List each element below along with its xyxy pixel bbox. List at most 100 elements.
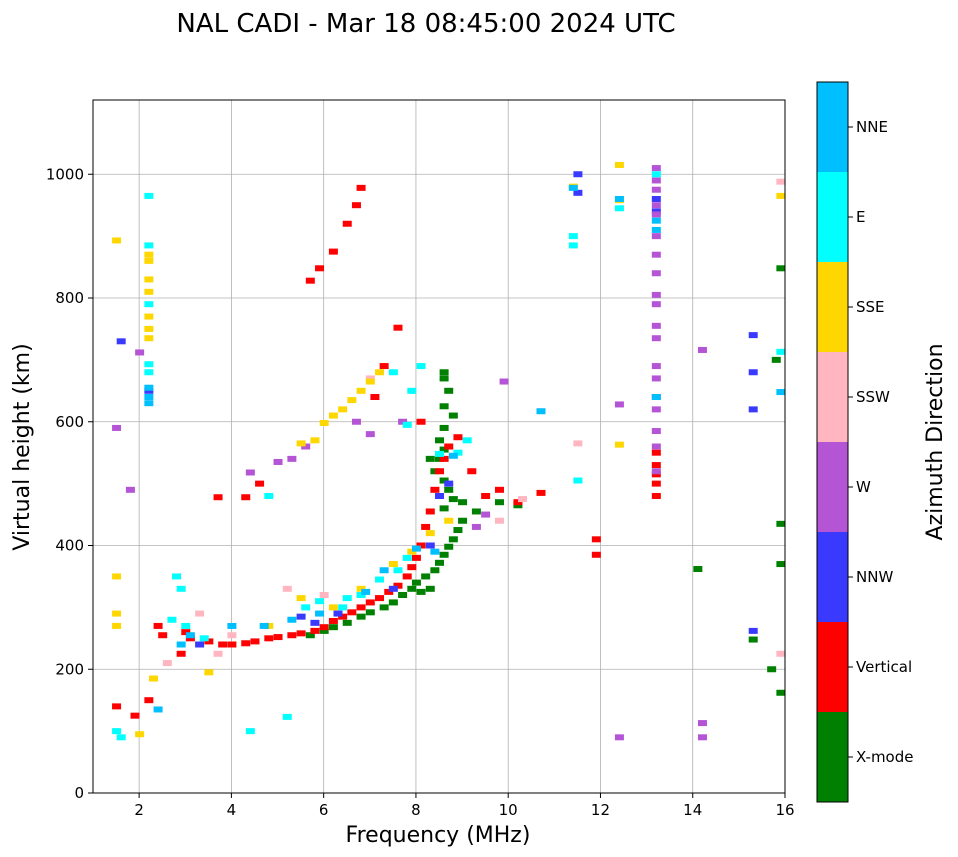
- data-point: [444, 480, 454, 487]
- data-point: [416, 588, 426, 595]
- data-point: [365, 375, 375, 382]
- data-point: [448, 496, 458, 503]
- data-point: [776, 265, 786, 272]
- data-point: [379, 604, 389, 611]
- data-point: [218, 641, 228, 648]
- data-point: [453, 434, 463, 441]
- x-tick-label: 16: [775, 801, 794, 819]
- data-point: [411, 579, 421, 586]
- data-point: [748, 627, 758, 634]
- data-point: [651, 177, 661, 184]
- data-point: [697, 734, 707, 741]
- data-point: [227, 622, 237, 629]
- data-point: [315, 610, 325, 617]
- data-point: [651, 226, 661, 233]
- data-point: [365, 431, 375, 438]
- colorbar-label: NNW: [856, 568, 893, 586]
- colorbar-label: X-mode: [856, 748, 913, 766]
- data-point: [568, 233, 578, 240]
- data-point: [356, 592, 366, 598]
- colorbar: X-mode Vertical NNW W SSW SSE E NNE: [816, 81, 913, 803]
- plot-area: [93, 100, 785, 793]
- series-e: [112, 171, 786, 741]
- x-tick-label: 8: [411, 801, 421, 819]
- data-point: [227, 632, 237, 639]
- data-point: [776, 689, 786, 696]
- data-point: [439, 424, 449, 431]
- data-point: [448, 452, 458, 459]
- data-point: [328, 248, 338, 255]
- data-point: [144, 301, 154, 308]
- data-point: [398, 418, 408, 425]
- series-vertical: [112, 184, 661, 719]
- data-point: [144, 387, 154, 394]
- data-point: [264, 493, 274, 499]
- data-point: [144, 251, 154, 258]
- y-axis-label: Virtual height (km): [10, 343, 35, 550]
- data-point: [407, 585, 417, 592]
- data-point: [651, 301, 661, 308]
- y-tick-label: 800: [55, 289, 84, 307]
- x-tick-label: 4: [227, 801, 237, 819]
- data-point: [435, 559, 444, 566]
- series-w: [112, 165, 707, 741]
- colorbar-segment: [817, 712, 848, 802]
- x-axis-label: Frequency (MHz): [346, 823, 531, 848]
- data-point: [351, 202, 361, 209]
- data-point: [407, 564, 417, 571]
- data-point: [425, 542, 435, 549]
- data-point: [319, 419, 329, 426]
- data-point: [439, 551, 449, 558]
- data-point: [776, 520, 786, 527]
- data-point: [328, 617, 338, 624]
- data-point: [458, 517, 468, 524]
- data-point: [614, 401, 624, 408]
- data-point: [333, 610, 343, 617]
- x-axis-ticks: 2 4 6 8 10 12 14 16: [134, 793, 795, 819]
- data-point: [439, 455, 449, 462]
- data-point: [776, 389, 786, 396]
- data-point: [144, 257, 154, 264]
- data-point: [176, 585, 186, 592]
- data-point: [651, 462, 661, 469]
- data-point: [425, 585, 435, 592]
- data-point: [112, 610, 122, 617]
- data-point: [453, 527, 463, 534]
- data-point: [388, 369, 398, 376]
- data-point: [651, 186, 661, 193]
- data-point: [439, 369, 449, 376]
- data-point: [651, 270, 661, 277]
- data-point: [651, 428, 661, 435]
- data-point: [273, 634, 283, 641]
- data-point: [296, 630, 306, 637]
- data-point: [112, 703, 122, 710]
- colorbar-segment: [817, 172, 848, 262]
- data-point: [282, 713, 292, 720]
- data-point: [204, 669, 214, 676]
- data-point: [315, 265, 325, 272]
- data-point: [144, 361, 154, 368]
- colorbar-title: Azimuth Direction: [923, 343, 948, 540]
- data-point: [536, 408, 546, 415]
- data-point: [296, 613, 306, 620]
- data-point: [199, 635, 209, 642]
- data-point: [273, 458, 283, 465]
- data-point: [651, 468, 661, 475]
- data-point: [573, 440, 583, 447]
- data-point: [467, 468, 477, 475]
- data-point: [651, 363, 661, 370]
- data-point: [430, 486, 440, 493]
- data-point: [185, 635, 195, 642]
- data-point: [342, 595, 352, 602]
- data-point: [204, 638, 214, 645]
- y-tick-label: 1000: [46, 165, 84, 183]
- data-point: [573, 171, 583, 178]
- data-point: [195, 641, 205, 648]
- data-point: [614, 196, 624, 202]
- data-point: [748, 369, 758, 376]
- data-point: [651, 335, 661, 342]
- data-point: [398, 592, 408, 598]
- data-point: [379, 363, 389, 370]
- data-point: [116, 338, 126, 345]
